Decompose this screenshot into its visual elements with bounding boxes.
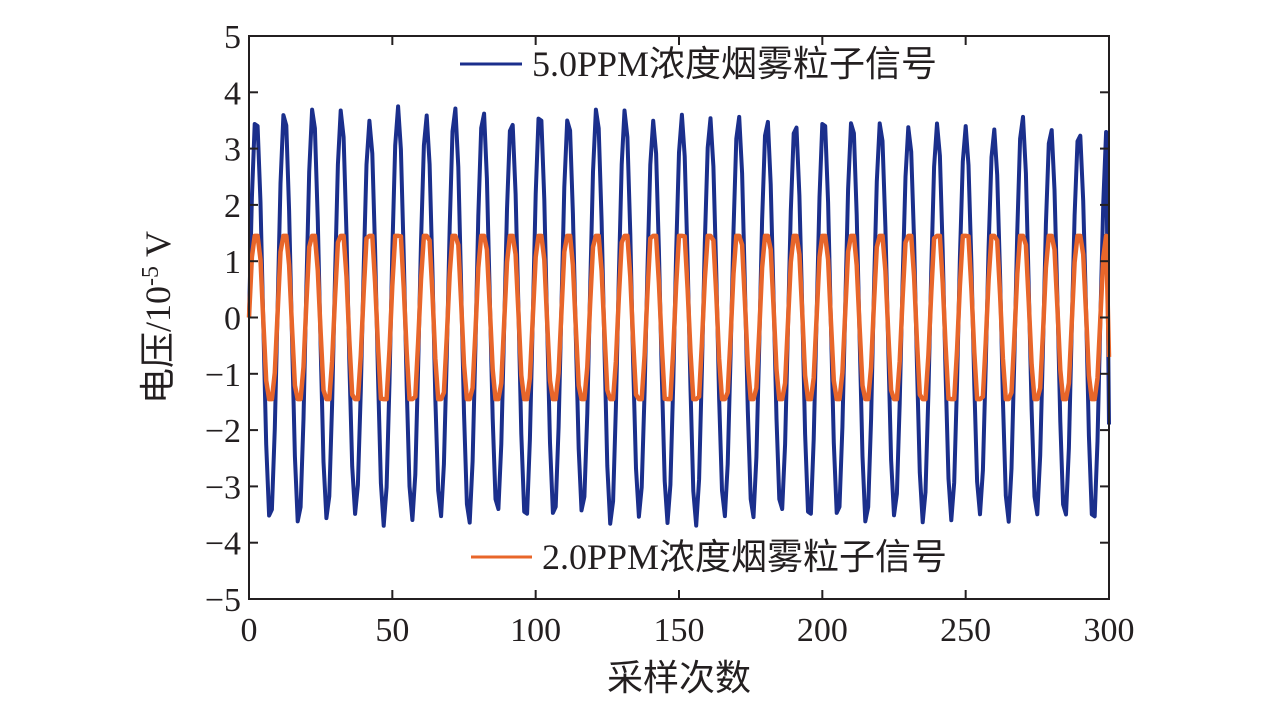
y-tick-label-4: 4 xyxy=(224,75,241,112)
y-tick-label-5: 5 xyxy=(224,19,241,56)
y-tick-label-0: 0 xyxy=(224,301,241,338)
series-layer xyxy=(246,104,1112,528)
y-tick-label--1: −1 xyxy=(205,357,241,394)
y-tick-label-2: 2 xyxy=(224,188,241,225)
legend-label-5ppm: 5.0PPM浓度烟雾粒子信号 xyxy=(532,44,937,84)
y-axis-label-unit: V xyxy=(138,231,178,266)
y-tick-label--5: −5 xyxy=(205,582,241,619)
x-tick-label-250: 250 xyxy=(940,612,991,649)
y-tick-label--4: −4 xyxy=(205,526,241,563)
legend-entry-5ppm: 5.0PPM浓度烟雾粒子信号 xyxy=(460,44,937,84)
y-axis-label-base: 电压/10 xyxy=(138,286,178,404)
y-axis: 5 4 3 2 1 0 −1 −2 −3 −4 −5 xyxy=(205,19,1109,619)
x-tick-label-300: 300 xyxy=(1084,612,1135,649)
x-tick-label-50: 50 xyxy=(375,612,409,649)
x-axis-label: 采样次数 xyxy=(607,658,751,698)
y-tick-label-3: 3 xyxy=(224,132,241,169)
x-tick-label-0: 0 xyxy=(241,612,258,649)
x-tick-label-200: 200 xyxy=(797,612,848,649)
y-axis-label-exponent: -5 xyxy=(138,266,164,286)
legend-label-2ppm: 2.0PPM浓度烟雾粒子信号 xyxy=(542,537,947,577)
x-axis: 0 50 100 150 200 250 300 xyxy=(241,36,1135,649)
x-tick-label-100: 100 xyxy=(510,612,561,649)
x-tick-label-150: 150 xyxy=(654,612,705,649)
series-line-1 xyxy=(246,233,1112,402)
y-axis-label: 电压/10-5 V xyxy=(138,231,178,404)
y-tick-label--3: −3 xyxy=(205,469,241,506)
legend-entry-2ppm: 2.0PPM浓度烟雾粒子信号 xyxy=(471,537,947,577)
y-tick-label-1: 1 xyxy=(224,244,241,281)
y-tick-label--2: −2 xyxy=(205,413,241,450)
